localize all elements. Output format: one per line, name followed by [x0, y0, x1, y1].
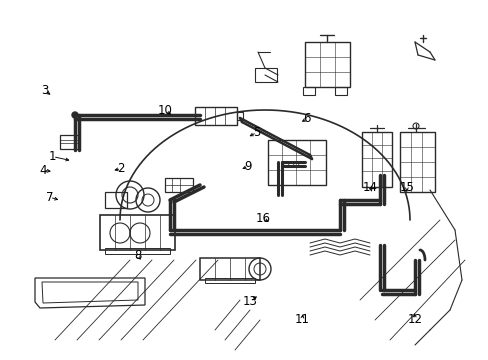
Bar: [60, 135, 78, 149]
Text: 16: 16: [255, 212, 270, 225]
Bar: [303, 87, 314, 95]
Bar: [361, 132, 391, 187]
Bar: [399, 132, 434, 192]
Bar: [200, 258, 260, 280]
Text: 11: 11: [294, 313, 309, 326]
Text: 15: 15: [399, 181, 413, 194]
Bar: [100, 215, 175, 250]
Bar: [254, 68, 276, 82]
Text: 14: 14: [363, 181, 377, 194]
Text: 6: 6: [303, 112, 310, 125]
Bar: [237, 112, 243, 120]
Text: 9: 9: [244, 160, 252, 173]
Text: 5: 5: [252, 126, 260, 139]
Text: 10: 10: [158, 104, 172, 117]
Text: 13: 13: [243, 295, 257, 308]
Bar: [267, 140, 325, 185]
Bar: [334, 87, 346, 95]
Text: 2: 2: [117, 162, 125, 175]
Text: 3: 3: [41, 84, 49, 97]
Bar: [164, 178, 193, 192]
Text: 8: 8: [134, 249, 142, 262]
Bar: [105, 192, 127, 208]
Bar: [204, 278, 254, 283]
Text: 1: 1: [49, 150, 57, 163]
Text: 7: 7: [46, 191, 54, 204]
Text: 12: 12: [407, 313, 421, 326]
Bar: [195, 107, 237, 125]
Bar: [105, 248, 170, 254]
Text: 4: 4: [39, 164, 47, 177]
Bar: [305, 42, 349, 87]
Circle shape: [72, 112, 78, 118]
